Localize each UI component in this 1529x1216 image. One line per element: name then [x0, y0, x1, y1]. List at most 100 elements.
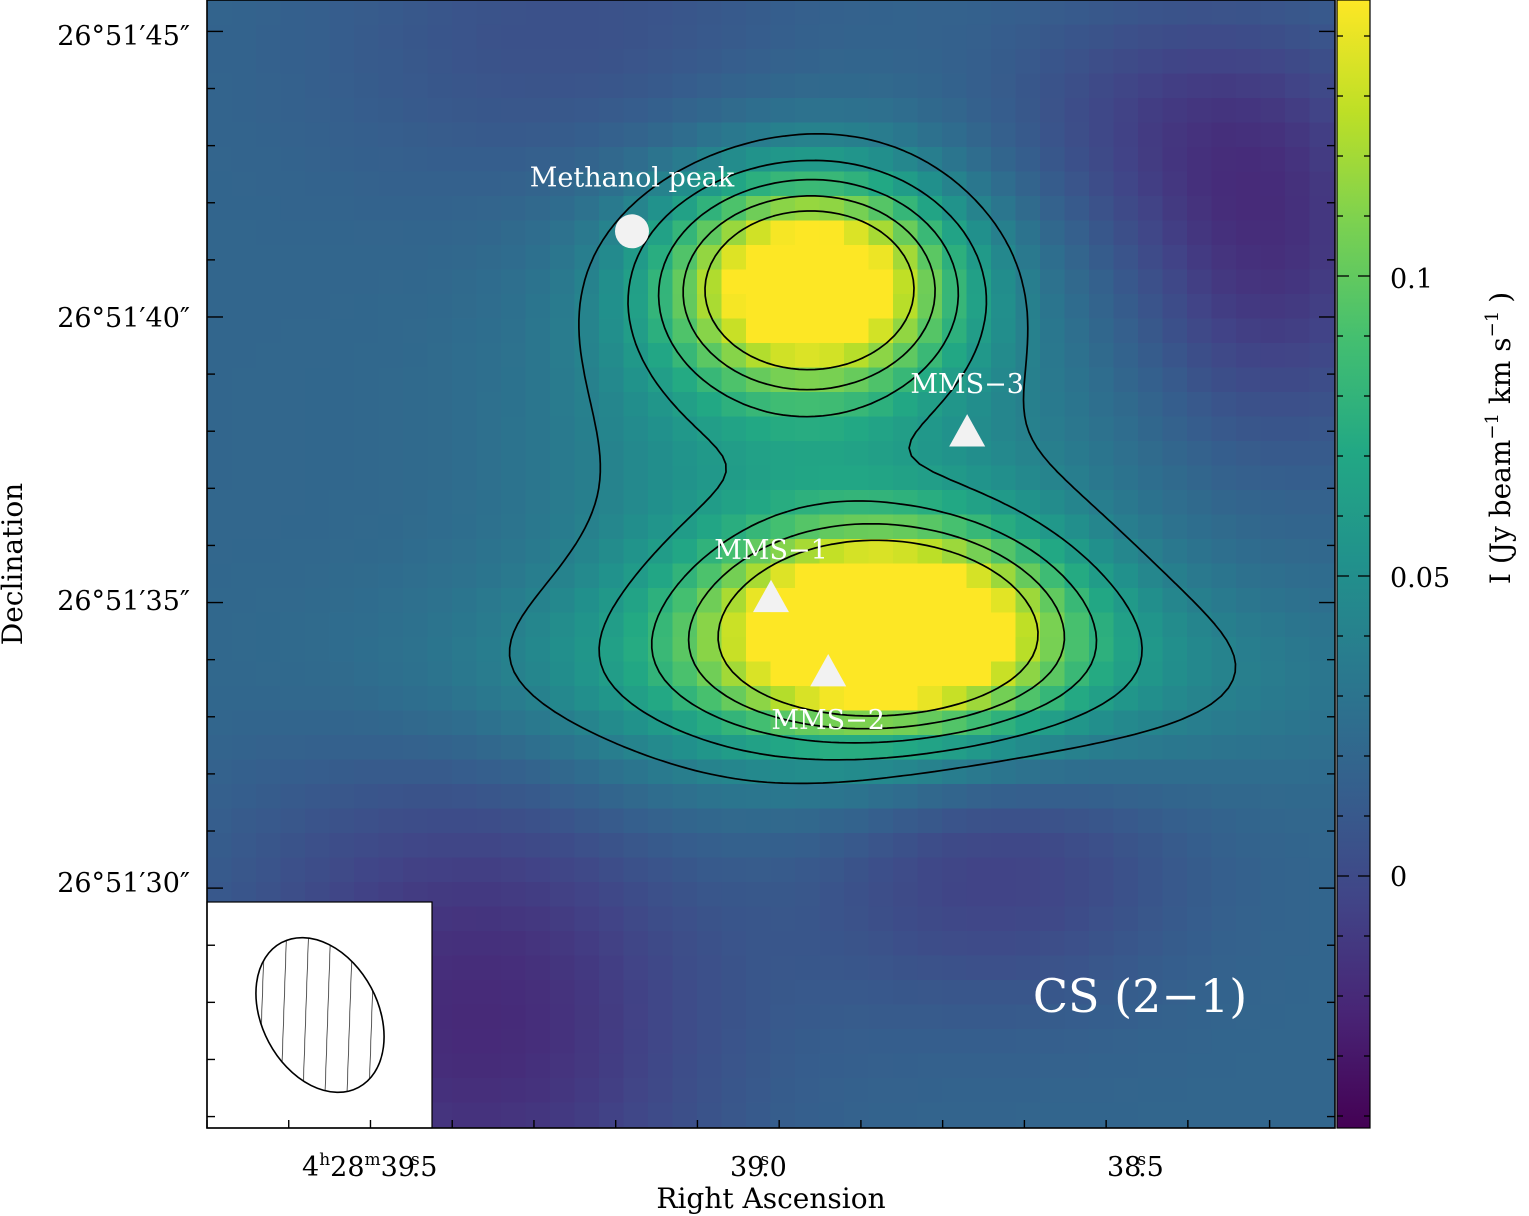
- map-pixel: [452, 122, 478, 148]
- map-pixel: [403, 539, 429, 565]
- map-pixel: [795, 416, 821, 442]
- map-pixel: [1285, 857, 1311, 883]
- map-pixel: [452, 955, 478, 981]
- map-pixel: [1162, 318, 1188, 344]
- map-pixel: [1040, 539, 1066, 565]
- map-pixel: [1162, 171, 1188, 197]
- map-pixel: [819, 294, 845, 320]
- map-pixel: [623, 294, 649, 320]
- map-pixel: [917, 318, 943, 344]
- map-pixel: [770, 416, 796, 442]
- map-pixel: [893, 1102, 919, 1128]
- map-pixel: [1113, 416, 1139, 442]
- map-pixel: [917, 196, 943, 222]
- map-pixel: [476, 759, 502, 785]
- map-pixel: [1260, 906, 1286, 932]
- map-pixel: [1260, 1102, 1286, 1128]
- map-pixel: [893, 833, 919, 859]
- map-pixel: [1236, 906, 1262, 932]
- map-pixel: [1015, 367, 1041, 393]
- map-pixel: [648, 392, 674, 418]
- map-pixel: [207, 441, 233, 467]
- map-pixel: [1236, 735, 1262, 761]
- map-pixel: [697, 367, 723, 393]
- map-pixel: [623, 980, 649, 1006]
- map-pixel: [770, 833, 796, 859]
- map-pixel: [1260, 0, 1286, 26]
- map-pixel: [893, 980, 919, 1006]
- map-pixel: [942, 1102, 968, 1128]
- map-pixel: [893, 1053, 919, 1079]
- map-pixel: [1162, 490, 1188, 516]
- map-pixel: [427, 269, 453, 295]
- map-pixel: [1089, 1078, 1115, 1104]
- map-pixel: [1187, 563, 1213, 589]
- map-pixel: [721, 906, 747, 932]
- map-pixel: [893, 808, 919, 834]
- map-pixel: [1113, 857, 1139, 883]
- map-pixel: [1236, 1102, 1262, 1128]
- map-pixel: [1015, 147, 1041, 173]
- map-pixel: [501, 931, 527, 957]
- map-pixel: [697, 392, 723, 418]
- map-pixel: [672, 735, 698, 761]
- map-pixel: [991, 196, 1017, 222]
- map-pixel: [721, 98, 747, 124]
- map-pixel: [1113, 1029, 1139, 1055]
- map-pixel: [1309, 147, 1335, 173]
- map-pixel: [966, 612, 992, 638]
- map-pixel: [1064, 784, 1090, 810]
- map-pixel: [648, 73, 674, 99]
- map-pixel: [1260, 1053, 1286, 1079]
- map-pixel: [1113, 392, 1139, 418]
- map-pixel: [403, 710, 429, 736]
- map-pixel: [1138, 73, 1164, 99]
- map-pixel: [1187, 1102, 1213, 1128]
- map-pixel: [207, 808, 233, 834]
- map-pixel: [329, 73, 355, 99]
- map-pixel: [1309, 1053, 1335, 1079]
- map-pixel: [501, 367, 527, 393]
- map-pixel: [452, 0, 478, 26]
- map-pixel: [1187, 1053, 1213, 1079]
- map-pixel: [476, 906, 502, 932]
- map-pixel: [893, 220, 919, 246]
- map-pixel: [427, 808, 453, 834]
- map-pixel: [1064, 24, 1090, 50]
- map-pixel: [207, 686, 233, 712]
- map-pixel: [795, 392, 821, 418]
- map-pixel: [672, 514, 698, 540]
- map-pixel: [1187, 220, 1213, 246]
- map-pixel: [1211, 882, 1237, 908]
- map-pixel: [1187, 710, 1213, 736]
- map-pixel: [942, 122, 968, 148]
- map-pixel: [525, 441, 551, 467]
- map-pixel: [697, 833, 723, 859]
- map-pixel: [1113, 980, 1139, 1006]
- map-pixel: [917, 906, 943, 932]
- map-pixel: [550, 1004, 576, 1030]
- map-pixel: [917, 269, 943, 295]
- map-pixel: [1064, 759, 1090, 785]
- map-pixel: [1187, 539, 1213, 565]
- map-pixel: [1285, 392, 1311, 418]
- map-pixel: [550, 514, 576, 540]
- map-pixel: [942, 539, 968, 565]
- map-pixel: [770, 759, 796, 785]
- map-pixel: [427, 49, 453, 75]
- map-pixel: [525, 24, 551, 50]
- map-pixel: [672, 24, 698, 50]
- map-pixel: [599, 637, 625, 663]
- map-pixel: [942, 49, 968, 75]
- map-pixel: [697, 294, 723, 320]
- map-pixel: [231, 686, 257, 712]
- map-pixel: [1211, 906, 1237, 932]
- map-pixel: [795, 980, 821, 1006]
- map-pixel: [550, 1078, 576, 1104]
- map-pixel: [623, 637, 649, 663]
- map-pixel: [1138, 1127, 1164, 1128]
- map-pixel: [427, 612, 453, 638]
- map-pixel: [525, 49, 551, 75]
- map-pixel: [207, 98, 233, 124]
- map-pixel: [452, 931, 478, 957]
